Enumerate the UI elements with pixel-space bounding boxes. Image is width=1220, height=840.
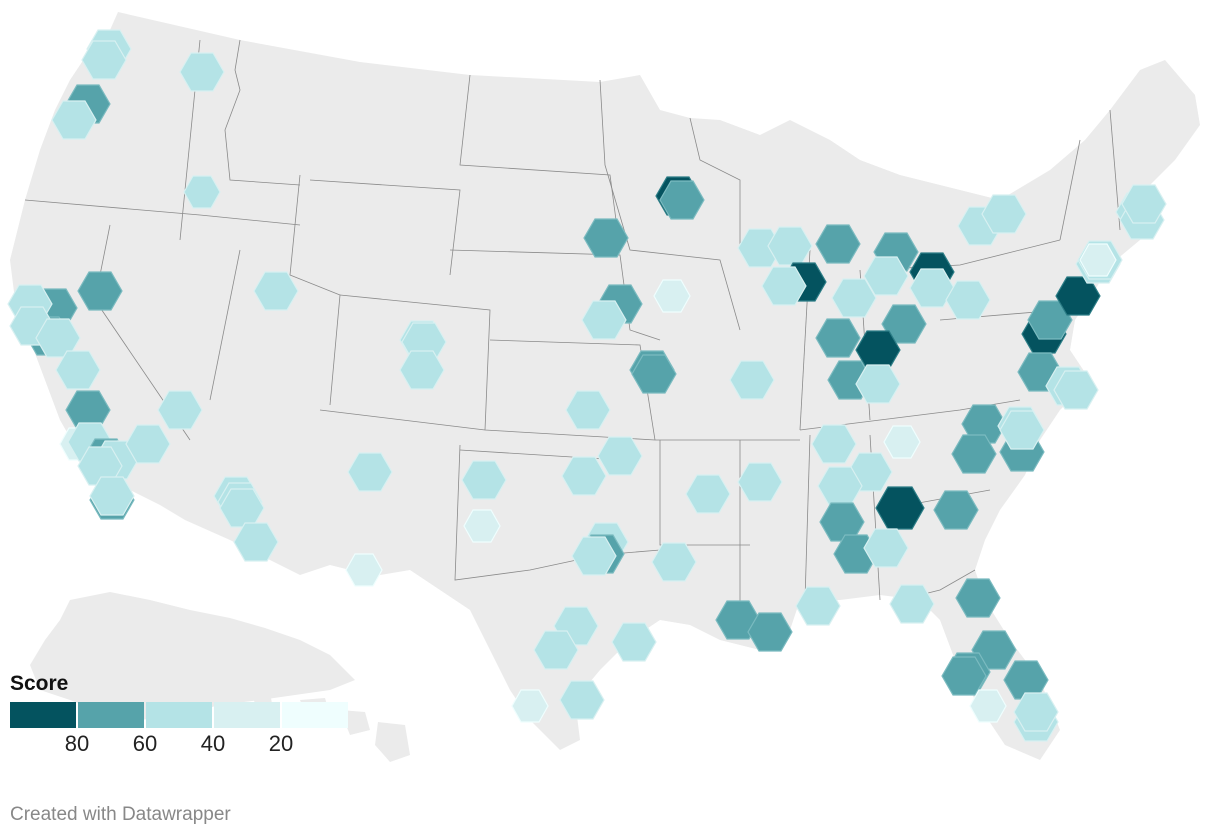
hex-marker — [463, 509, 501, 543]
hex-marker — [831, 278, 877, 318]
hex-marker — [179, 52, 225, 92]
legend-color-scale — [10, 702, 350, 728]
hex-marker — [815, 318, 861, 358]
hex-marker — [631, 354, 677, 394]
legend-swatch-0-20 — [282, 702, 348, 728]
legend-title: Score — [10, 672, 69, 695]
legend-tick: 20 — [268, 731, 294, 756]
hex-marker — [651, 542, 697, 582]
hex-marker — [1121, 184, 1167, 224]
hex-marker — [737, 228, 783, 268]
hex-marker — [811, 424, 857, 464]
hex-marker — [561, 456, 607, 496]
hex-marker — [737, 462, 783, 502]
hex-marker — [747, 612, 793, 652]
hex-marker — [941, 656, 987, 696]
hex-marker — [125, 424, 171, 464]
hex-marker — [795, 586, 841, 626]
hex-marker — [863, 528, 909, 568]
hex-marker — [511, 689, 549, 723]
hex-marker — [889, 584, 935, 624]
hex-marker — [685, 474, 731, 514]
hex-marker — [951, 434, 997, 474]
hex-marker — [89, 476, 135, 516]
hex-marker — [969, 689, 1007, 723]
hex-marker — [399, 350, 445, 390]
hex-marker — [863, 256, 909, 296]
legend-swatch-60-80 — [78, 702, 144, 728]
hex-marker — [653, 279, 691, 313]
hex-marker — [51, 100, 97, 140]
hex-marker — [933, 490, 979, 530]
hex-marker — [157, 390, 203, 430]
hex-markers — [7, 29, 1167, 742]
hex-marker — [571, 536, 617, 576]
hex-marker — [581, 300, 627, 340]
legend-swatch-40-60 — [146, 702, 212, 728]
hex-marker — [881, 304, 927, 344]
hex-marker — [955, 578, 1001, 618]
hex-marker — [55, 350, 101, 390]
hex-marker — [855, 364, 901, 404]
hex-marker — [81, 40, 127, 80]
us-landmass — [10, 12, 1200, 760]
legend-swatch-20-40 — [214, 702, 280, 728]
hex-marker — [583, 218, 629, 258]
hex-marker — [233, 522, 279, 562]
hex-marker — [347, 452, 393, 492]
datawrapper-credit: Created with Datawrapper — [10, 804, 231, 825]
legend-tick: 40 — [200, 731, 226, 756]
hex-marker — [815, 224, 861, 264]
hex-marker — [559, 680, 605, 720]
hex-marker — [761, 266, 807, 306]
hex-marker — [461, 460, 507, 500]
hex-marker — [611, 622, 657, 662]
hex-marker — [945, 280, 991, 320]
hex-marker — [961, 404, 1007, 444]
hex-marker — [183, 175, 221, 209]
hex-marker — [909, 268, 955, 308]
hex-marker — [1079, 243, 1117, 277]
hex-marker — [883, 425, 921, 459]
hex-marker — [1013, 692, 1059, 732]
hex-marker — [533, 630, 579, 670]
hex-marker — [875, 486, 925, 530]
hex-marker — [345, 553, 383, 587]
hex-marker — [597, 436, 643, 476]
hex-marker — [999, 410, 1045, 450]
state-borders — [24, 39, 1121, 620]
hex-marker — [659, 180, 705, 220]
hex-marker — [253, 271, 299, 311]
score-legend: Score 80 60 40 20 — [10, 672, 350, 761]
legend-swatch-80-plus — [10, 702, 76, 728]
legend-ticks: 80 60 40 20 — [10, 731, 350, 761]
hex-marker — [1053, 370, 1099, 410]
hex-marker — [565, 390, 611, 430]
hex-marker — [77, 271, 123, 311]
hex-marker — [981, 194, 1027, 234]
legend-tick: 60 — [132, 731, 158, 756]
alaska-landmass — [30, 592, 355, 720]
legend-tick: 80 — [64, 731, 90, 756]
hex-marker — [729, 360, 775, 400]
